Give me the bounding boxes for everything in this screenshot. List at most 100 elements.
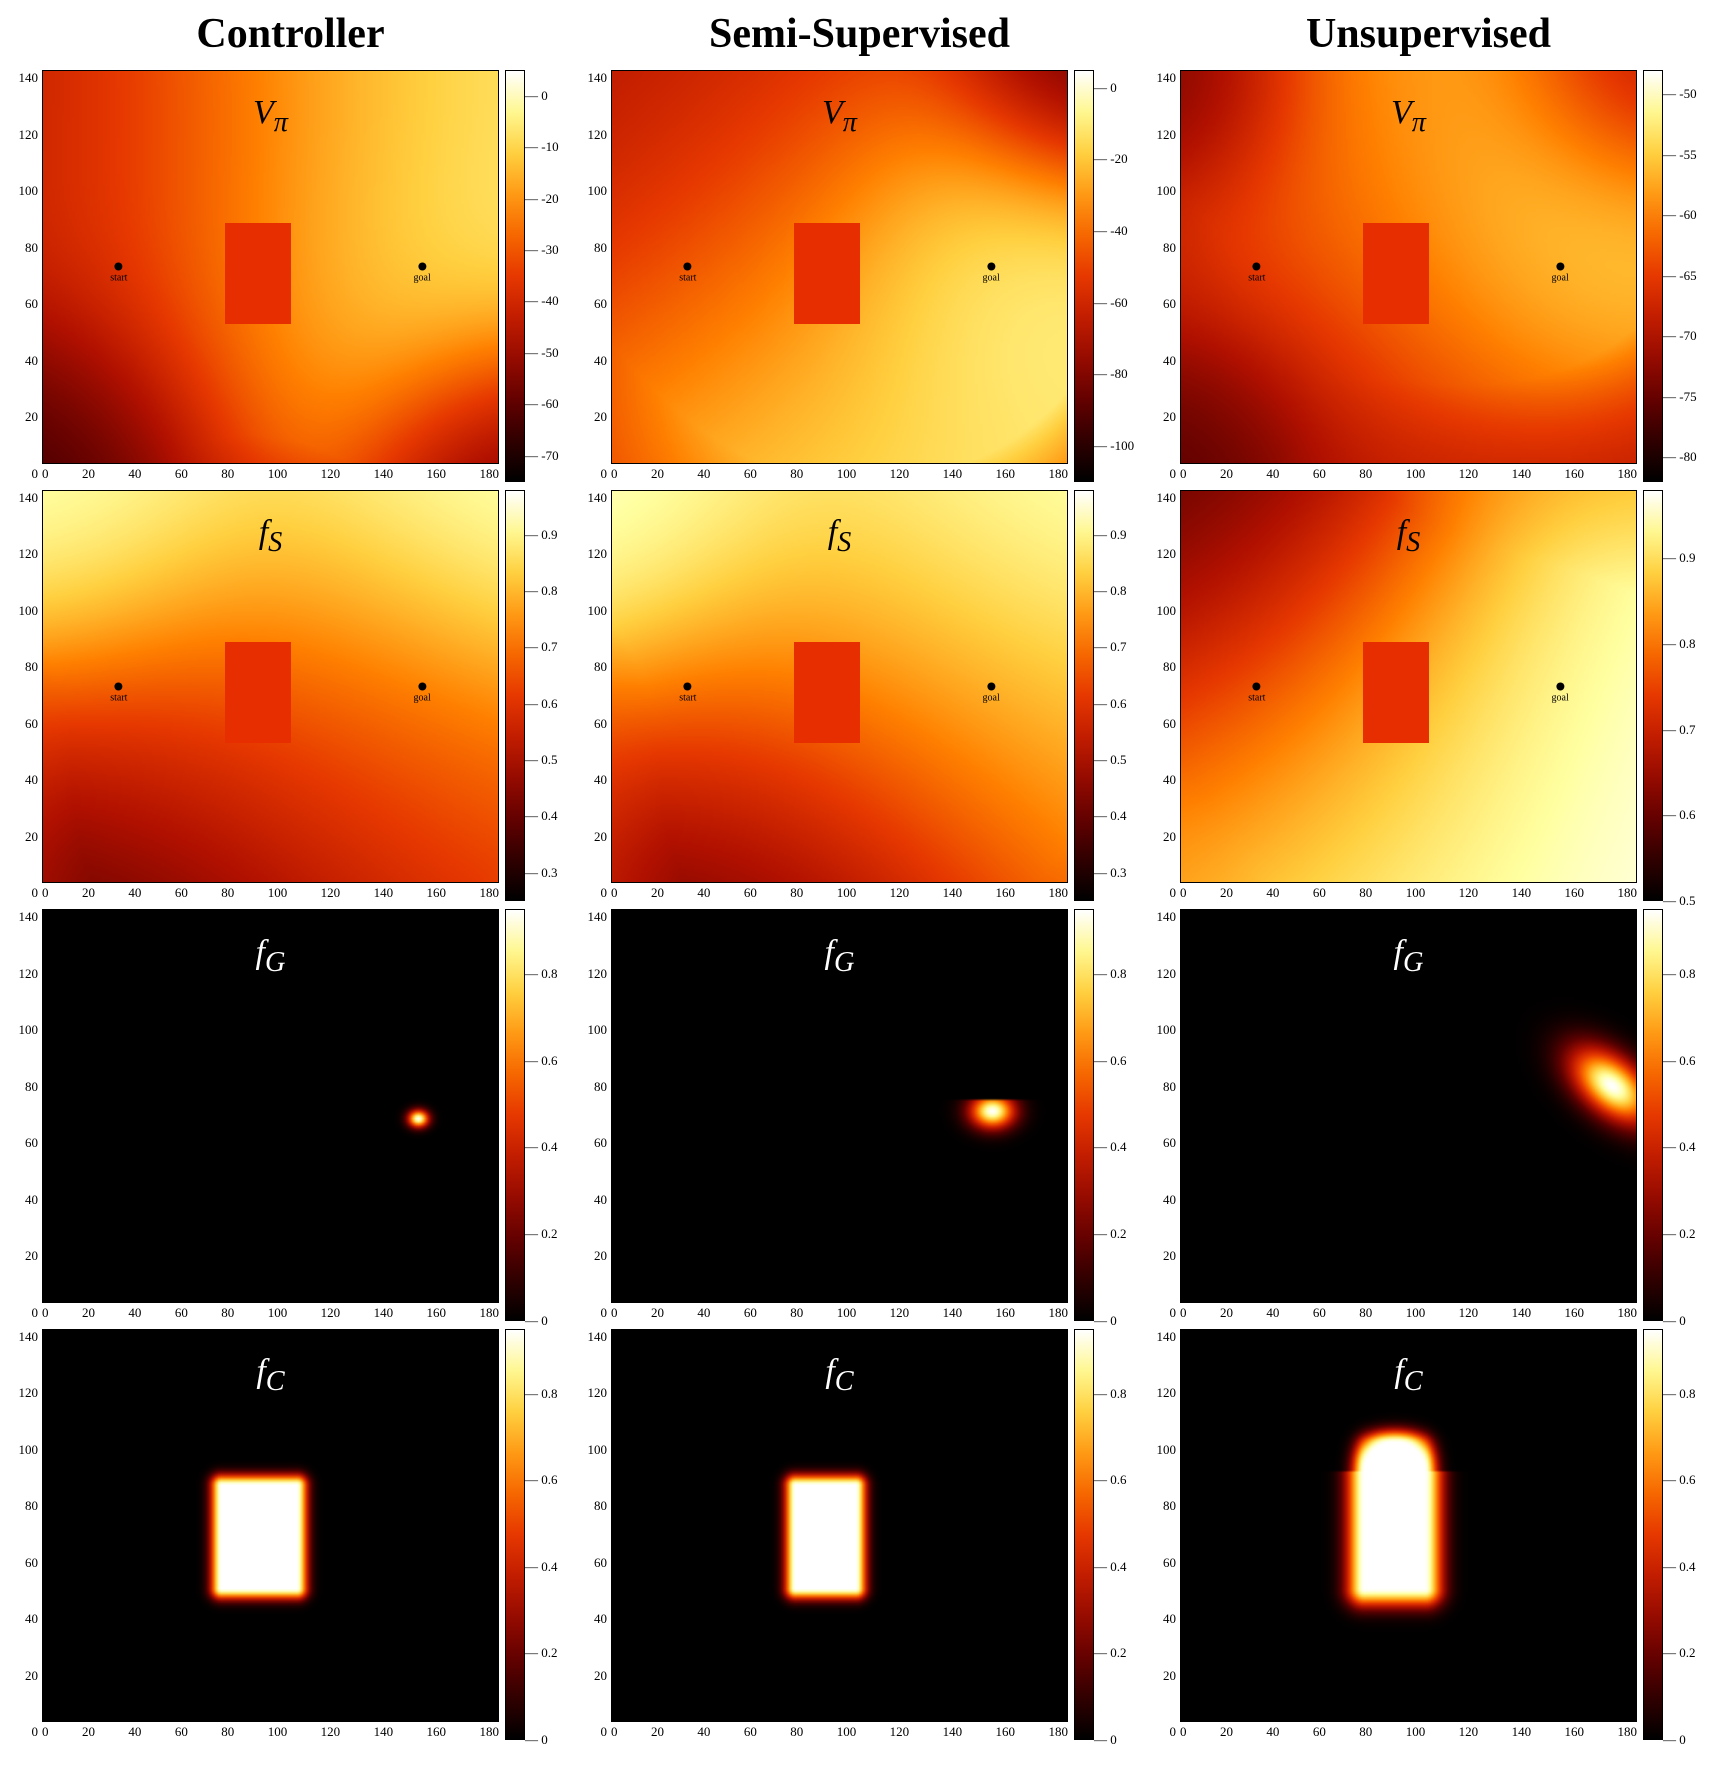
colorbar-tick: — 0.4 <box>1663 1559 1696 1575</box>
x-tick: 140 <box>374 1724 394 1740</box>
colorbar-tick: — -70 <box>525 448 559 464</box>
y-tick: 100 <box>588 183 608 199</box>
x-axis: 020406080100120140160180 <box>611 1303 1068 1321</box>
x-tick: 180 <box>479 1305 499 1321</box>
colorbar-tick: — -80 <box>1663 449 1697 465</box>
y-tick: 120 <box>588 546 608 562</box>
x-tick: 100 <box>268 1724 288 1740</box>
x-tick: 100 <box>268 885 288 901</box>
y-tick: 120 <box>19 1385 39 1401</box>
x-tick: 60 <box>1313 885 1326 901</box>
x-tick: 20 <box>82 1724 95 1740</box>
colorbar-tick: — 0.8 <box>525 583 558 599</box>
x-tick: 20 <box>82 466 95 482</box>
x-tick: 100 <box>268 1305 288 1321</box>
panel-Vpi-0: 020406080100120140Vπstartgoal02040608010… <box>10 70 571 482</box>
y-tick: 60 <box>25 1555 38 1571</box>
colorbar-gradient <box>1074 70 1094 482</box>
y-tick: 100 <box>588 1022 608 1038</box>
x-tick: 20 <box>82 885 95 901</box>
y-tick: 40 <box>25 1611 38 1627</box>
colorbar: — -80— -75— -70— -65— -60— -55— -50 <box>1643 70 1709 482</box>
y-tick: 20 <box>594 1248 607 1264</box>
colorbar-tick: — 0.4 <box>525 1559 558 1575</box>
y-tick: 80 <box>1163 1498 1176 1514</box>
colorbar-tick: — 0 <box>1094 80 1117 96</box>
colorbar-gradient <box>1643 909 1663 1321</box>
x-axis: 020406080100120140160180 <box>611 883 1068 901</box>
panel-fG-2: 020406080100120140fG02040608010012014016… <box>1148 909 1709 1321</box>
colorbar-tick: — 0.8 <box>1094 583 1127 599</box>
x-tick: 0 <box>1180 466 1187 482</box>
y-tick: 100 <box>19 183 39 199</box>
x-tick: 180 <box>1048 1305 1068 1321</box>
heatmap-canvas <box>1181 1330 1636 1722</box>
heatmap-grid: ControllerSemi-SupervisedUnsupervised020… <box>10 10 1709 1740</box>
heatmap-canvas <box>612 71 1067 463</box>
colorbar-tick: — -100 <box>1094 438 1134 454</box>
x-tick: 160 <box>427 1305 447 1321</box>
x-tick: 120 <box>321 1724 341 1740</box>
y-axis: 020406080100120140 <box>10 70 42 482</box>
x-tick: 100 <box>268 466 288 482</box>
x-tick: 0 <box>42 1724 49 1740</box>
x-tick: 0 <box>611 466 618 482</box>
x-tick: 140 <box>943 1305 963 1321</box>
colorbar-tick: — 0 <box>525 1732 548 1748</box>
x-tick: 180 <box>1617 1724 1637 1740</box>
x-tick: 160 <box>427 1724 447 1740</box>
x-axis: 020406080100120140160180 <box>1180 464 1637 482</box>
heatmap-plot: fC <box>1180 1329 1637 1723</box>
x-tick: 40 <box>128 466 141 482</box>
heatmap-plot: fG <box>1180 909 1637 1303</box>
x-tick: 160 <box>427 885 447 901</box>
x-tick: 40 <box>1266 466 1279 482</box>
colorbar-tick: — 0 <box>1094 1732 1117 1748</box>
y-tick: 140 <box>1157 1329 1177 1345</box>
colorbar-tick: — 0.8 <box>1094 966 1127 982</box>
y-tick: 140 <box>1157 909 1177 925</box>
y-tick: 80 <box>25 659 38 675</box>
x-tick: 80 <box>1359 466 1372 482</box>
x-tick: 120 <box>321 885 341 901</box>
colorbar-tick: — 0.6 <box>1663 1053 1696 1069</box>
x-tick: 120 <box>890 466 910 482</box>
heatmap-canvas <box>43 1330 498 1722</box>
x-tick: 60 <box>744 1724 757 1740</box>
x-axis: 020406080100120140160180 <box>1180 883 1637 901</box>
x-tick: 60 <box>175 1305 188 1321</box>
x-axis: 020406080100120140160180 <box>611 464 1068 482</box>
colorbar-ticks: — 0— 0.2— 0.4— 0.6— 0.8 <box>525 909 571 1321</box>
colorbar-tick: — 0.9 <box>1094 527 1127 543</box>
y-tick: 80 <box>25 240 38 256</box>
colorbar-tick: — -50 <box>1663 86 1697 102</box>
y-tick: 60 <box>1163 1135 1176 1151</box>
y-tick: 40 <box>1163 1611 1176 1627</box>
column-header: Semi-Supervised <box>579 10 1140 62</box>
y-tick: 100 <box>588 1442 608 1458</box>
y-tick: 140 <box>588 1329 608 1345</box>
y-tick: 0 <box>601 1305 608 1321</box>
y-tick: 40 <box>25 353 38 369</box>
colorbar: — -70— -60— -50— -40— -30— -20— -10— 0 <box>505 70 571 482</box>
x-tick: 20 <box>1220 466 1233 482</box>
x-tick: 120 <box>890 885 910 901</box>
y-tick: 100 <box>588 603 608 619</box>
colorbar: — 0.5— 0.6— 0.7— 0.8— 0.9 <box>1643 490 1709 902</box>
heatmap-plot: fSstartgoal <box>611 490 1068 884</box>
y-tick: 140 <box>588 490 608 506</box>
colorbar-gradient <box>1074 490 1094 902</box>
y-tick: 120 <box>19 966 39 982</box>
x-tick: 60 <box>744 466 757 482</box>
x-axis: 020406080100120140160180 <box>1180 1303 1637 1321</box>
x-tick: 40 <box>128 1724 141 1740</box>
colorbar-tick: — -75 <box>1663 389 1697 405</box>
x-tick: 60 <box>744 885 757 901</box>
heatmap-plot: fG <box>611 909 1068 1303</box>
colorbar-tick: — 0.7 <box>1094 639 1127 655</box>
x-axis: 020406080100120140160180 <box>1180 1722 1637 1740</box>
x-tick: 160 <box>427 466 447 482</box>
colorbar-gradient <box>1643 70 1663 482</box>
colorbar-tick: — -40 <box>1094 223 1128 239</box>
colorbar-tick: — 0.6 <box>525 696 558 712</box>
